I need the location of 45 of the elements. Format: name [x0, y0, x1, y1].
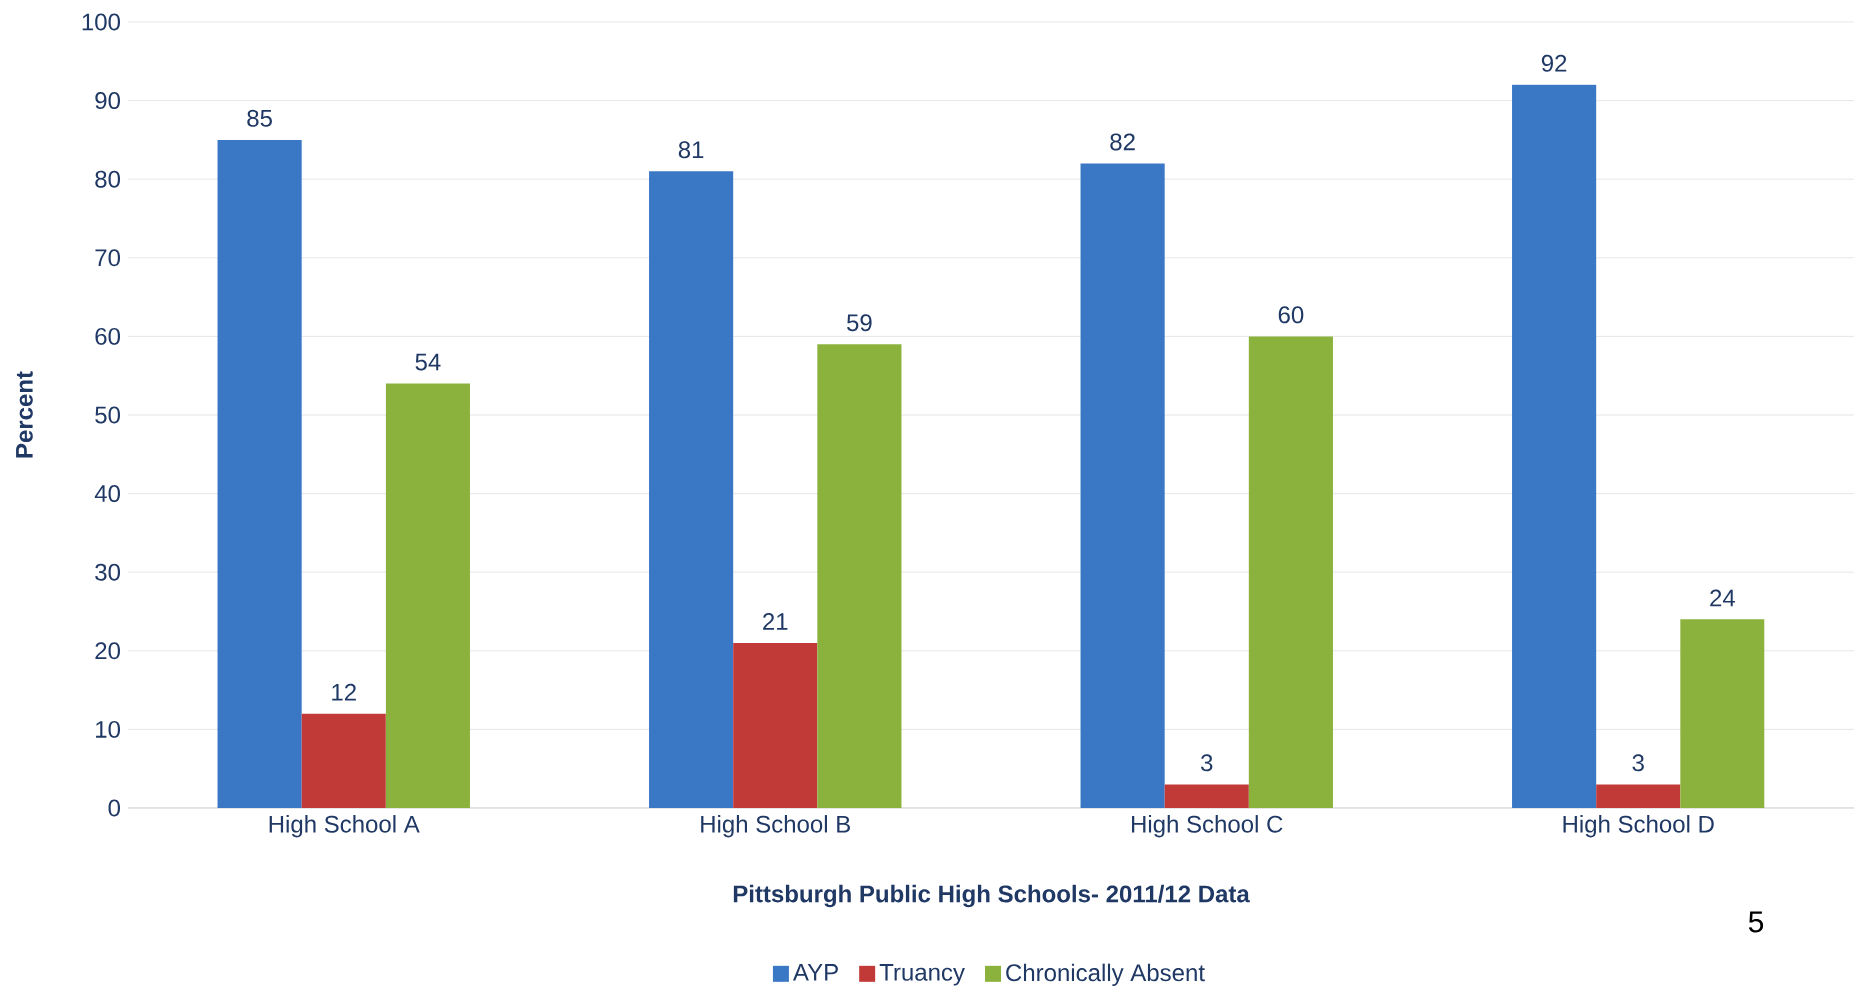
data-label: 12 [332, 683, 356, 701]
bar [385, 383, 470, 808]
y-tick-label: 40 [94, 485, 121, 503]
y-tick-label: 30 [95, 563, 121, 581]
y-tick-label: 80 [95, 170, 121, 188]
data-label: 24 [1710, 589, 1736, 607]
data-label: 54 [415, 353, 441, 371]
y-axis-title: Percent [16, 371, 33, 458]
bar [1080, 163, 1165, 808]
y-tick-label: 50 [95, 406, 121, 424]
x-tick-label: High School D [1563, 815, 1714, 838]
data-label: 81 [678, 141, 704, 159]
bar [1248, 336, 1333, 808]
bar [1164, 784, 1249, 808]
bar [733, 642, 818, 808]
data-label: 3 [1632, 754, 1644, 772]
bar [1512, 84, 1597, 808]
data-label: 85 [247, 109, 272, 127]
y-tick-label: 10 [96, 720, 121, 738]
legend-label: Chronically Absent [1006, 963, 1205, 987]
y-tick-label: 70 [95, 249, 121, 267]
x-tick-label: High School B [701, 815, 850, 838]
bar [301, 713, 386, 808]
data-label: 59 [847, 314, 872, 332]
text: 5 [1748, 911, 1764, 933]
data-label: 92 [1541, 54, 1567, 72]
bar [817, 344, 902, 808]
x-tick-label: High School A [269, 815, 420, 838]
data-label: 60 [1278, 306, 1304, 324]
legend-label: AYP [792, 964, 838, 981]
bar [1596, 784, 1681, 808]
y-tick-label: 20 [95, 642, 121, 660]
y-tick-label: 0 [108, 799, 121, 817]
y-tick-label: 100 [82, 13, 120, 31]
y-tick-label: 90 [95, 92, 121, 110]
bar [649, 171, 734, 808]
bar [1680, 619, 1765, 808]
legend-label: Truancy [879, 964, 965, 986]
data-label: 82 [1110, 133, 1135, 151]
data-label: 21 [763, 613, 788, 630]
data-label: 3 [1200, 754, 1213, 772]
x-tick-label: High School C [1132, 815, 1283, 838]
x-axis-title: Pittsburgh Public High Schools- 2011/12 Data [733, 884, 1250, 908]
bar [217, 139, 302, 808]
y-tick-label: 60 [95, 327, 121, 345]
